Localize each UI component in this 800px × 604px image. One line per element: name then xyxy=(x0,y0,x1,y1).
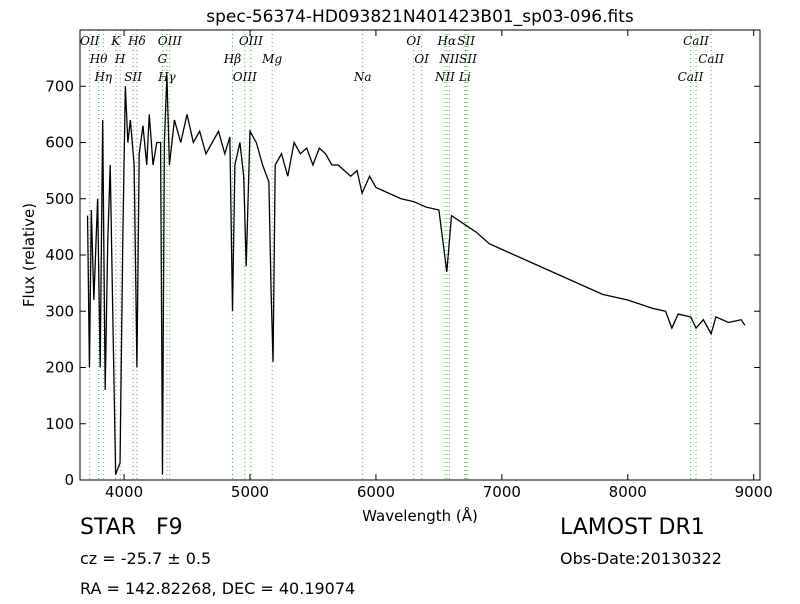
y-tick-label: 100 xyxy=(45,415,74,433)
y-tick-label: 700 xyxy=(45,77,74,95)
x-tick-label: 4000 xyxy=(105,483,143,501)
chart-title: spec-56374-HD093821N401423B01_sp03-096.f… xyxy=(206,7,634,27)
spectral-line-label: OIII xyxy=(239,34,263,48)
x-tick-label: 7000 xyxy=(483,483,521,501)
spectral-line-label: Hη xyxy=(93,70,112,84)
spectral-line-label: Hα xyxy=(437,34,457,48)
spectral-line-label: SII xyxy=(459,52,477,66)
x-tick-label: 6000 xyxy=(357,483,395,501)
spectral-line-label: G xyxy=(158,52,168,66)
spectral-line-label: SII xyxy=(124,70,142,84)
coordinates: RA = 142.82268, DEC = 40.19074 xyxy=(80,579,355,598)
subclass: F9 xyxy=(156,515,183,540)
spectrum-line xyxy=(86,74,746,475)
y-tick-label: 0 xyxy=(64,471,74,489)
y-tick-label: 600 xyxy=(45,134,74,152)
spectral-line-label: H xyxy=(114,52,126,66)
x-axis-label: Wavelength (Å) xyxy=(362,506,478,525)
spectral-line-label: OI xyxy=(406,34,421,48)
survey: LAMOST DR1 xyxy=(560,515,705,540)
spectral-line-label: SII xyxy=(457,34,475,48)
spectral-line-label: Na xyxy=(353,70,372,84)
redshift: cz = -25.7 ± 0.5 xyxy=(80,549,211,568)
spectral-line-label: OI xyxy=(414,52,429,66)
spectral-line-label: CaII xyxy=(698,52,724,66)
spectral-line-label: Li xyxy=(458,70,471,84)
y-tick-label: 500 xyxy=(45,190,74,208)
spectral-line-label: CaII xyxy=(683,34,709,48)
x-tick-label: 8000 xyxy=(609,483,647,501)
x-tick-label: 5000 xyxy=(231,483,269,501)
spectral-line-label: Mg xyxy=(261,52,282,66)
y-axis-label: Flux (relative) xyxy=(20,203,38,307)
spectral-line-label: OIII xyxy=(233,70,257,84)
spectral-line-label: OIII xyxy=(158,34,182,48)
spectral-line-label: NII xyxy=(438,52,459,66)
y-tick-label: 400 xyxy=(45,246,74,264)
spectral-line-label: Hδ xyxy=(127,34,146,48)
spectral-line-label: NII xyxy=(434,70,455,84)
y-tick-label: 300 xyxy=(45,302,74,320)
spectral-line-label: OII xyxy=(80,34,100,48)
spectral-line-label: Hθ xyxy=(89,52,108,66)
x-tick-label: 9000 xyxy=(735,483,773,501)
y-tick-label: 200 xyxy=(45,359,74,377)
plot-frame xyxy=(79,29,761,481)
obs-date: Obs-Date:20130322 xyxy=(560,549,722,568)
object-class: STAR xyxy=(80,515,136,540)
spectral-line-label: K xyxy=(110,34,121,48)
spectral-line-label: Hβ xyxy=(223,52,241,66)
spectral-line-label: CaII xyxy=(678,70,704,84)
